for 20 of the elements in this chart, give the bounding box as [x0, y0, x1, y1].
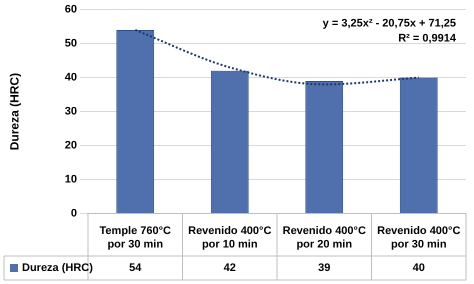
x-tick-label: Revenido 400°C por 20 min — [282, 225, 366, 250]
data-label: 39 — [318, 262, 330, 274]
annotation: y = 3,25x² - 20,75x + 71,25 — [322, 18, 456, 30]
x-tick-label: Temple 760°C por 30 min — [100, 225, 172, 250]
y-tick-label: 0 — [70, 208, 77, 220]
y-tick-label: 50 — [64, 38, 77, 50]
y-axis-title: Dureza (HRC) — [8, 72, 22, 150]
line-series — [134, 29, 420, 86]
y-tick-label: 30 — [64, 106, 77, 118]
x-tick-label: Revenido 400°C por 10 min — [188, 225, 272, 250]
annotation: R² = 0,9914 — [398, 32, 457, 45]
legend-label: Dureza (HRC) — [22, 262, 94, 274]
data-label: 54 — [129, 262, 142, 274]
x-tick-label: Revenido 400°C por 30 min — [377, 225, 460, 250]
y-tick-label: 10 — [64, 174, 77, 186]
data-label: 40 — [412, 262, 425, 274]
y-tick-label: 60 — [64, 4, 77, 16]
data-label: 42 — [224, 262, 236, 274]
y-tick-label: 40 — [64, 72, 77, 84]
y-tick-label: 20 — [64, 140, 77, 152]
